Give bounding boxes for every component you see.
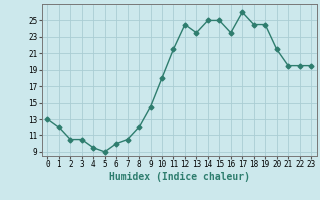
X-axis label: Humidex (Indice chaleur): Humidex (Indice chaleur) bbox=[109, 172, 250, 182]
